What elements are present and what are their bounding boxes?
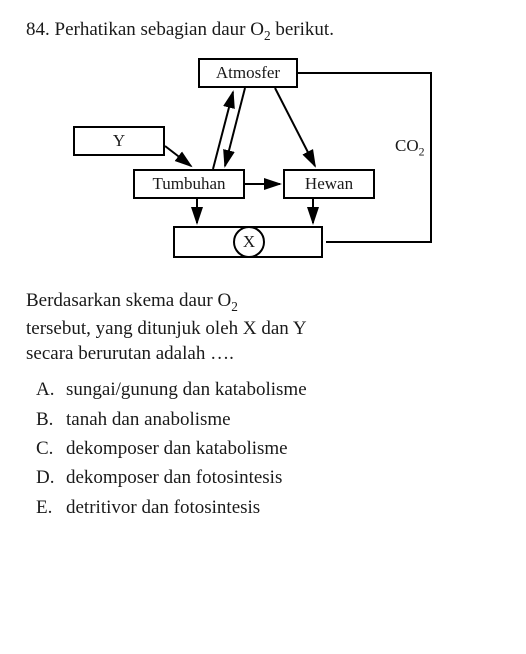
node-tumbuhan: Tumbuhan (133, 169, 245, 199)
option-letter: B. (36, 405, 66, 434)
node-y: Y (73, 126, 165, 156)
node-x-label: X (243, 232, 255, 252)
question-prompt-sub: 2 (264, 28, 271, 43)
option-c: C. dekomposer dan katabolisme (36, 434, 500, 463)
option-a: A. sungai/gunung dan katabolisme (36, 375, 500, 404)
node-hewan-label: Hewan (305, 174, 353, 194)
option-letter: A. (36, 375, 66, 404)
co2-label: CO2 (395, 136, 425, 159)
co2-sub: 2 (419, 144, 425, 158)
option-letter: C. (36, 434, 66, 463)
o2-cycle-diagram: Atmosfer Y Tumbuhan Hewan X CO2 (63, 54, 463, 274)
option-d: D. dekomposer dan fotosintesis (36, 463, 500, 492)
option-letter: D. (36, 463, 66, 492)
body-line1-sub: 2 (231, 299, 238, 314)
node-atmosfer-label: Atmosfer (216, 63, 280, 83)
option-text: dekomposer dan fotosintesis (66, 463, 282, 492)
option-text: detritivor dan fotosintesis (66, 493, 260, 522)
option-text: sungai/gunung dan katabolisme (66, 375, 307, 404)
option-letter: E. (36, 493, 66, 522)
node-hewan: Hewan (283, 169, 375, 199)
option-e: E. detritivor dan fotosintesis (36, 493, 500, 522)
option-text: tanah dan anabolisme (66, 405, 231, 434)
body-line1-before: Berdasarkan skema daur O (26, 290, 231, 311)
question-body: Berdasarkan skema daur O2 tersebut, yang… (26, 288, 500, 367)
answer-options: A. sungai/gunung dan katabolisme B. tana… (26, 375, 500, 522)
option-text: dekomposer dan katabolisme (66, 434, 288, 463)
node-atmosfer: Atmosfer (198, 58, 298, 88)
question-header: 84. Perhatikan sebagian daur O2 berikut. (26, 18, 500, 44)
node-y-label: Y (113, 131, 125, 151)
question-prompt-before: Perhatikan sebagian daur O (55, 19, 264, 40)
option-b: B. tanah dan anabolisme (36, 405, 500, 434)
co2-main: CO (395, 136, 419, 155)
question-number: 84. (26, 19, 50, 40)
node-tumbuhan-label: Tumbuhan (152, 174, 225, 194)
body-line2: tersebut, yang ditunjuk oleh X dan Y (26, 318, 307, 339)
body-line3: secara berurutan adalah …. (26, 343, 234, 364)
question-prompt-after: berikut. (271, 19, 334, 40)
node-x-circle: X (233, 226, 265, 258)
